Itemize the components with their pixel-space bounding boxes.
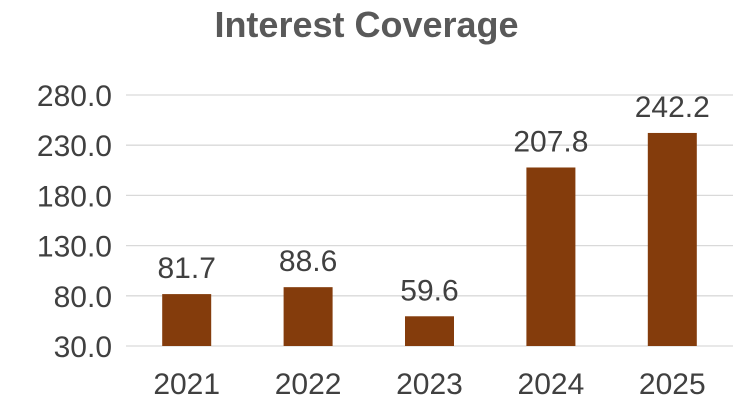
data-label: 59.6 bbox=[400, 274, 458, 307]
y-tick-label: 80.0 bbox=[54, 281, 112, 314]
bar bbox=[526, 167, 576, 346]
bar bbox=[162, 294, 212, 346]
bar bbox=[405, 316, 454, 346]
y-tick-label: 230.0 bbox=[37, 130, 112, 163]
chart-title: Interest Coverage bbox=[214, 4, 519, 45]
y-tick-label: 180.0 bbox=[37, 180, 112, 213]
x-tick-label: 2021 bbox=[153, 368, 220, 401]
y-tick-label: 280.0 bbox=[37, 80, 112, 113]
y-tick-label: 30.0 bbox=[54, 331, 112, 364]
data-label: 88.6 bbox=[279, 245, 337, 278]
x-tick-label: 2023 bbox=[396, 368, 463, 401]
bar bbox=[647, 132, 697, 346]
x-tick-label: 2025 bbox=[639, 368, 706, 401]
x-tick-label: 2024 bbox=[518, 368, 585, 401]
data-label: 242.2 bbox=[635, 91, 710, 124]
bar bbox=[283, 287, 333, 346]
y-tick-label: 130.0 bbox=[37, 231, 112, 264]
data-label: 81.7 bbox=[158, 252, 216, 285]
data-label: 207.8 bbox=[513, 125, 588, 158]
x-tick-label: 2022 bbox=[275, 368, 342, 401]
